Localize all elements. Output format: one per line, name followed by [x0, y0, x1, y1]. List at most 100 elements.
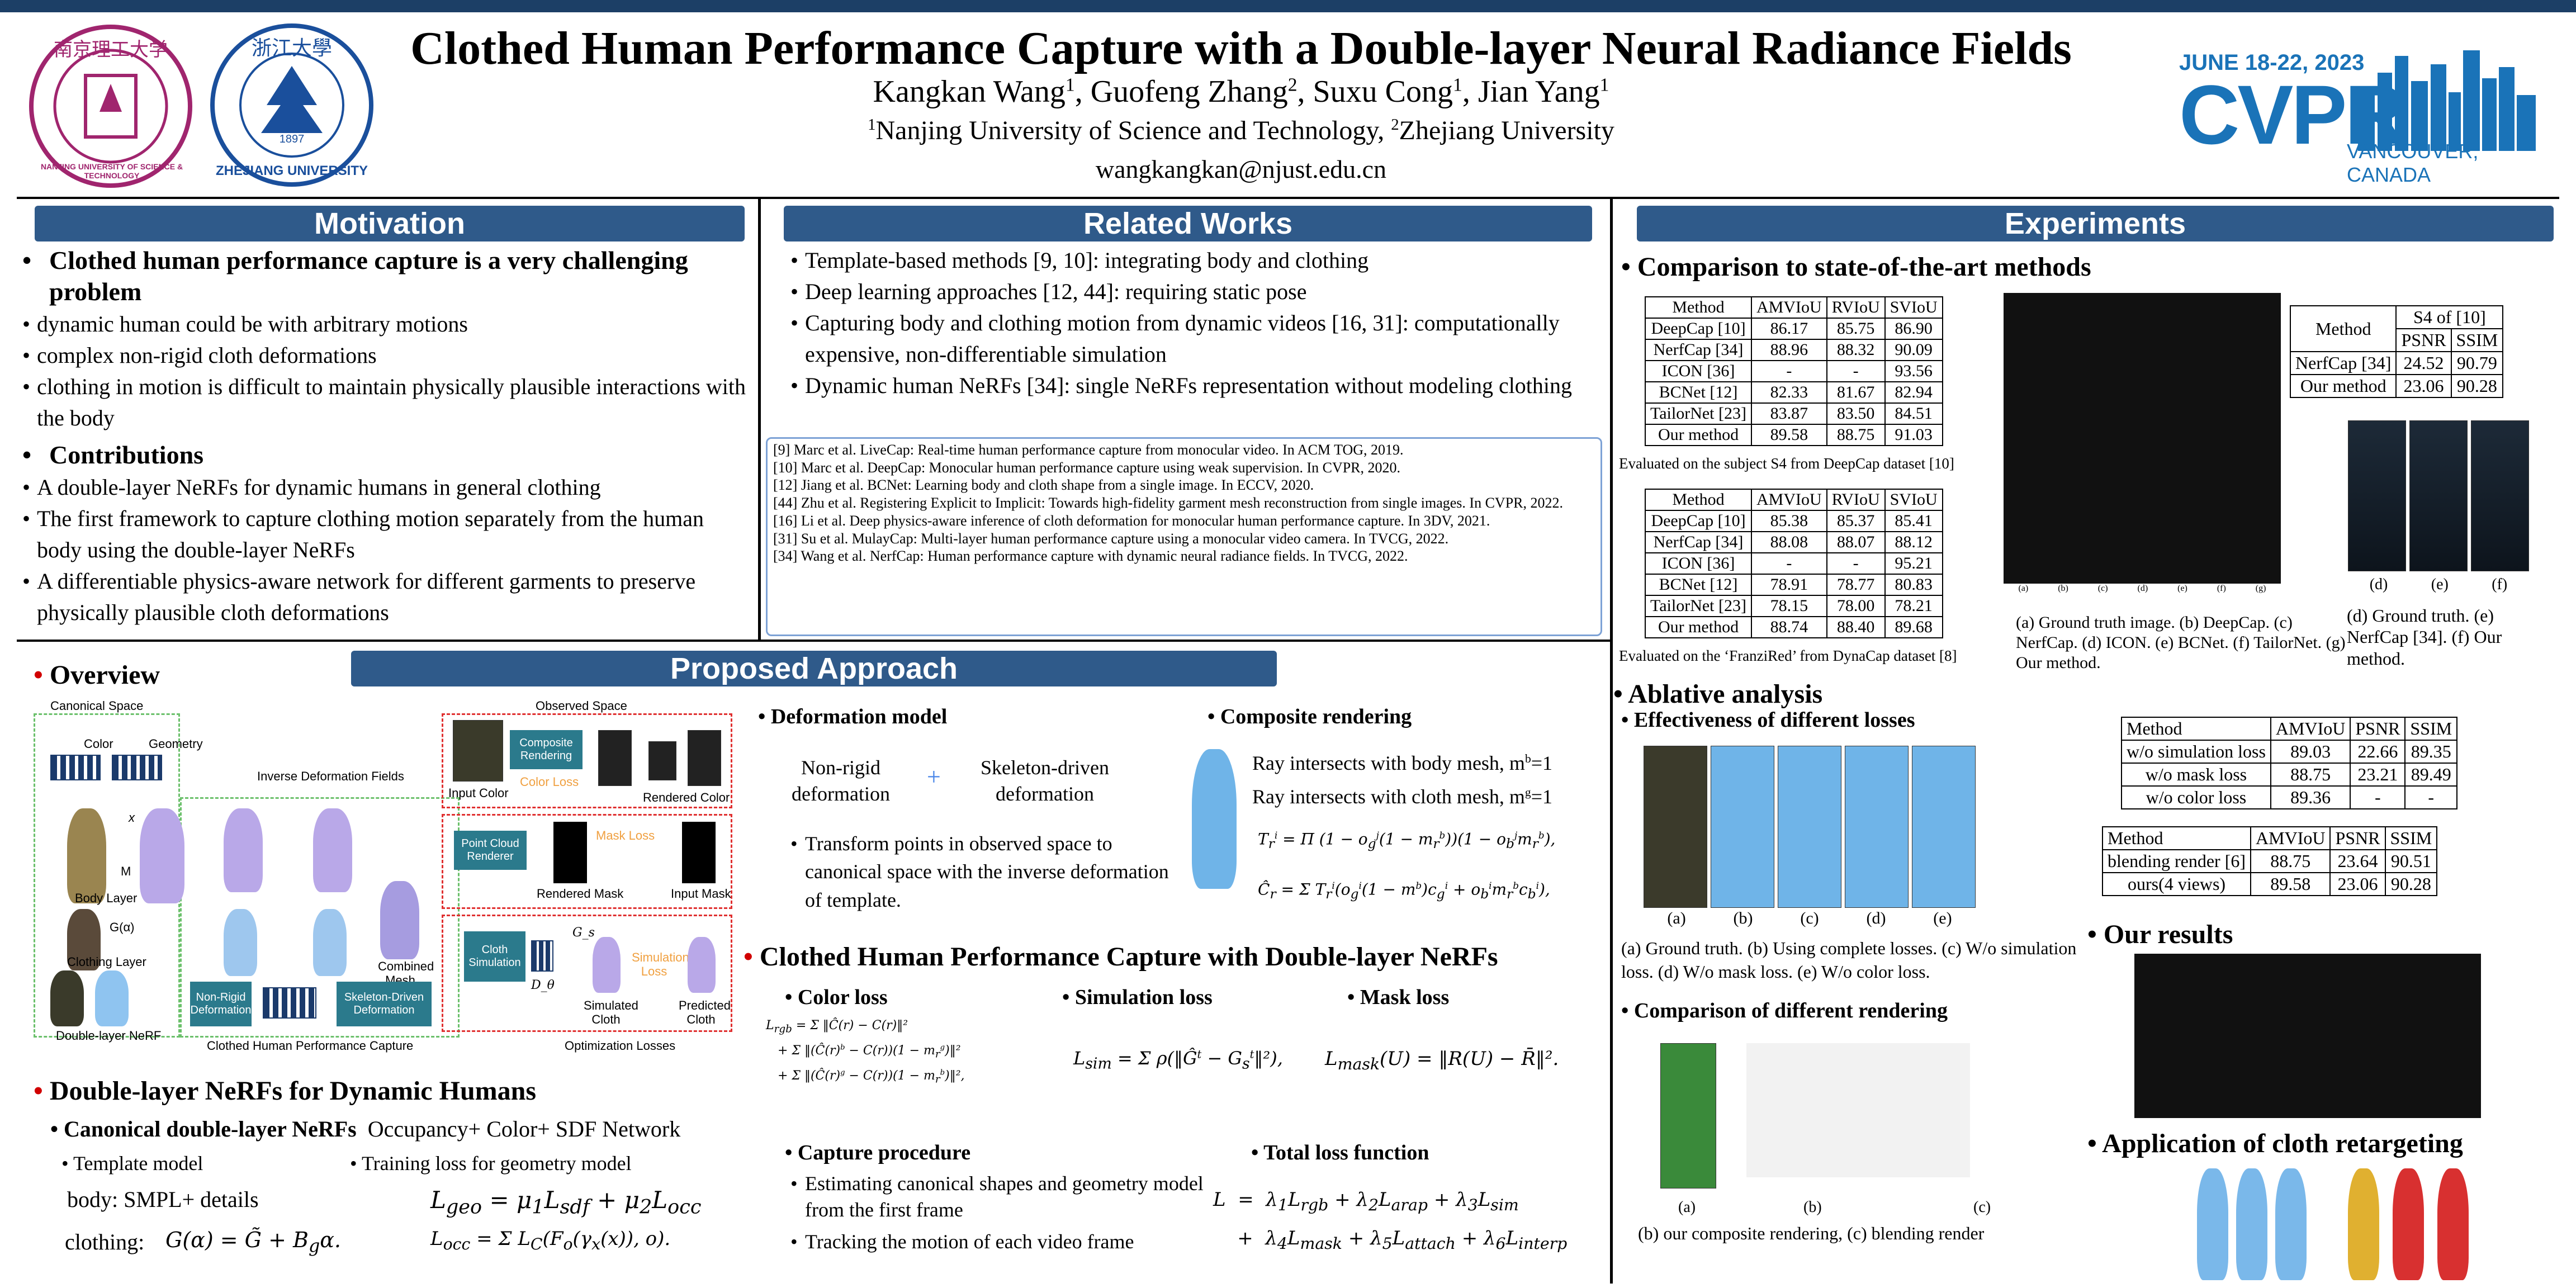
contributions-list: A double-layer NeRFs for dynamic humans …	[20, 472, 752, 628]
comparison-table-2: Method AMVIoU RVIoU SVIoU DeepCap [10] 85.38…	[1644, 489, 1943, 638]
divider	[758, 199, 761, 641]
cell: Our method	[1644, 424, 1753, 446]
cell: 85.38	[1751, 510, 1827, 532]
body-ray-eq: =1	[1531, 752, 1553, 774]
clothing-label: clothing:	[65, 1229, 145, 1254]
cell: 93.56	[1884, 360, 1943, 382]
color-loss-label: Color Loss	[520, 775, 579, 789]
rendering-heading-text: Comparison of different rendering	[1633, 999, 1948, 1022]
nonrigid-box: Non-Rigid Deformation	[190, 982, 252, 1026]
body-figure	[140, 808, 184, 903]
observed-label: Observed Space	[536, 699, 627, 713]
ablation-image	[1912, 746, 1976, 908]
related-list: Template-based methods [9, 10]: integrat…	[782, 245, 1598, 401]
clothing-equation: G(α) = G̃ + Bgα.	[165, 1228, 341, 1257]
column-header: PSNR	[2350, 717, 2406, 741]
motivation-body: • Clothed human performance capture is a …	[20, 245, 752, 628]
mask-loss-equation: Lmask(U) = ‖R(U) − R̄‖².	[1325, 1048, 1559, 1073]
cell: 78.91	[1751, 574, 1827, 596]
cell: 78.15	[1751, 595, 1827, 617]
template-text: Template model	[73, 1152, 203, 1175]
cell: Our method	[2289, 374, 2397, 398]
network-icon	[50, 755, 101, 780]
references-box: [9] Marc et al. LiveCap: Real-time human…	[766, 437, 1602, 636]
cell: 89.03	[2270, 740, 2351, 764]
cell: DeepCap [10]	[1644, 510, 1753, 532]
cell: 84.51	[1884, 402, 1943, 425]
cell: 89.35	[2404, 740, 2458, 764]
cell: 23.21	[2350, 763, 2406, 787]
ablation-image	[1711, 746, 1774, 908]
cell: 22.66	[2350, 740, 2406, 764]
deformation-heading: • Deformation model	[758, 705, 948, 728]
composite-heading: • Composite rendering	[1208, 705, 1412, 728]
author-name: Kangkan Wang	[873, 74, 1066, 109]
cell: 95.21	[1884, 552, 1943, 575]
reference: [10] Marc et al. DeepCap: Monocular huma…	[773, 459, 1401, 476]
cell: -	[1751, 552, 1827, 575]
table1-caption: Evaluated on the subject S4 from DeepCap…	[1619, 455, 1954, 472]
rendered-color-image	[688, 730, 721, 786]
cell: ICON [36]	[1644, 552, 1753, 575]
cell: 88.40	[1826, 616, 1886, 638]
mask-loss-heading: • Mask loss	[1347, 986, 1450, 1009]
column-header: SSIM	[2404, 717, 2458, 741]
divider	[17, 197, 2559, 199]
cell: 89.68	[1884, 616, 1943, 638]
column-header: RVIoU	[1826, 489, 1886, 511]
rendered-color-label: Rendered Color	[643, 790, 730, 804]
simulated-label: Simulated Cloth	[584, 998, 638, 1027]
cvpr-city: VANCOUVER, CANADA	[2347, 140, 2479, 186]
simulated-cloth-figure	[593, 937, 621, 993]
color-loss-heading-text: Color loss	[797, 986, 888, 1009]
effectiveness-heading: • Effectiveness of different losses	[1621, 708, 1915, 732]
table-row: BCNet [12] 82.33 81.67 82.94	[1644, 381, 1943, 404]
rendering-image	[1660, 1043, 1716, 1188]
poster-title: Clothed Human Performance Capture with a…	[410, 22, 2072, 74]
section-experiments: Experiments	[1637, 206, 2554, 242]
author-sup: 1	[1453, 74, 1462, 96]
ablation-image	[1778, 746, 1841, 908]
composite-equation: Ĉr = Σ Tri(ogi(1 − mb)cgi + obimrbcbi),	[1258, 880, 1550, 902]
plus-sign: +	[927, 763, 941, 790]
table-row: ICON [36] - -95.21	[1644, 552, 1943, 575]
cell: 88.75	[1826, 424, 1886, 446]
affil-sup: 1	[868, 116, 876, 134]
retarget-figure	[2348, 1168, 2379, 1280]
overview-heading-text: Overview	[49, 660, 160, 690]
ablation-image	[1644, 746, 1707, 908]
sim-loss-heading: • Simulation loss	[1062, 986, 1213, 1009]
composite-heading-text: Composite rendering	[1220, 705, 1412, 728]
column-header: Method	[2289, 305, 2397, 352]
overview-diagram: Canonical Space Observed Space Color Geo…	[28, 697, 738, 1054]
double-nerf-label: Double-layer NeRF	[56, 1029, 162, 1043]
cell: 23.06	[2395, 374, 2452, 398]
author-name: Jian Yang	[1478, 74, 1600, 109]
cell: DeepCap [10]	[1644, 318, 1753, 340]
cell: 78.21	[1884, 595, 1943, 617]
grid-label: (g)	[2255, 584, 2266, 593]
deformation-image	[2348, 420, 2406, 571]
column-header: SSIM	[2450, 328, 2504, 352]
retarget-heading: • Application of cloth retargeting	[2087, 1129, 2463, 1158]
def-labels: (d) (e) (f)	[2348, 576, 2529, 594]
input-mask-label: Input Mask	[671, 887, 731, 901]
cell: 86.17	[1751, 318, 1827, 340]
rendering-caption: (b) our composite rendering, (c) blendin…	[1638, 1223, 1985, 1243]
table-header: Method S4 of [10]	[2289, 305, 2504, 352]
cell: 23.64	[2329, 849, 2386, 873]
template-label: • Template model	[61, 1152, 203, 1175]
table-row: w/o simulation loss 89.03 22.66 89.35	[2121, 740, 2458, 764]
mesh-figure	[380, 881, 419, 959]
contributions-heading: • Contributions	[22, 441, 204, 470]
mesh-figure	[224, 808, 263, 892]
table-row: DeepCap [10] 85.38 85.37 85.41	[1644, 510, 1943, 532]
rendering-image	[1746, 1043, 1970, 1177]
body-ray-sup: b	[1524, 752, 1531, 765]
mask-box	[442, 814, 732, 909]
network-icon	[263, 987, 316, 1019]
abl-label: (b)	[1733, 909, 1753, 927]
cloth-ray-label: Ray intersects with cloth mesh, m	[1252, 785, 1525, 808]
author-name: Guofeng Zhang	[1090, 74, 1288, 109]
section-proposed-approach: Proposed Approach	[351, 651, 1277, 686]
